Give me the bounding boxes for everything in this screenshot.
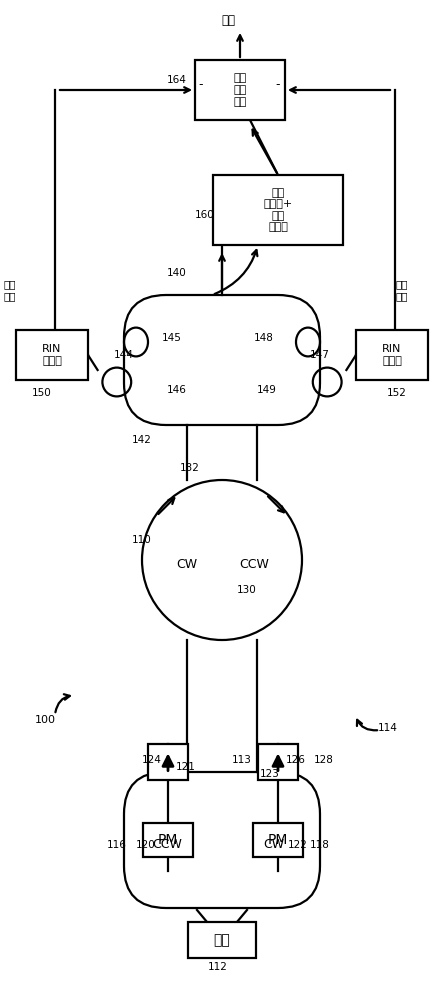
- Text: RIN
检测器: RIN 检测器: [382, 344, 402, 366]
- Text: 114: 114: [378, 723, 398, 733]
- Text: CW: CW: [263, 838, 285, 852]
- Text: 光源: 光源: [214, 933, 230, 947]
- Text: 146: 146: [167, 385, 187, 395]
- Text: 123: 123: [260, 769, 280, 779]
- Text: 160: 160: [195, 210, 215, 220]
- Text: 118: 118: [310, 840, 330, 850]
- Bar: [253, 823, 303, 857]
- Text: 144: 144: [114, 350, 134, 360]
- Text: 152: 152: [387, 388, 407, 398]
- Text: 122: 122: [288, 840, 308, 850]
- Text: 164: 164: [167, 75, 187, 85]
- Bar: [143, 823, 193, 857]
- Text: 128: 128: [314, 755, 334, 765]
- Bar: [148, 744, 188, 780]
- Text: CW: CW: [176, 558, 198, 572]
- Text: 频率
检测器+
强度
检测点: 频率 检测器+ 强度 检测点: [263, 188, 293, 232]
- Text: 112: 112: [208, 962, 228, 972]
- Text: 126: 126: [286, 755, 306, 765]
- Bar: [195, 60, 285, 120]
- Text: 113: 113: [232, 755, 252, 765]
- Text: CCW: CCW: [152, 838, 182, 852]
- Text: 130: 130: [237, 585, 257, 595]
- Text: 116: 116: [107, 840, 127, 850]
- Text: -: -: [275, 79, 280, 92]
- Text: 149: 149: [257, 385, 277, 395]
- Text: 强度
噪点: 强度 噪点: [395, 279, 408, 301]
- Text: 145: 145: [162, 333, 182, 343]
- Text: 120: 120: [136, 840, 156, 850]
- Text: RIN
检测器: RIN 检测器: [42, 344, 62, 366]
- Bar: [188, 922, 256, 958]
- Text: 132: 132: [180, 463, 200, 473]
- Text: 输出: 输出: [221, 13, 235, 26]
- Text: 148: 148: [254, 333, 274, 343]
- Text: 142: 142: [132, 435, 152, 445]
- Text: 100: 100: [35, 715, 56, 725]
- Text: PM: PM: [158, 833, 178, 847]
- Text: CCW: CCW: [239, 558, 269, 572]
- Text: -: -: [198, 79, 202, 92]
- Text: 140: 140: [167, 268, 187, 278]
- Bar: [258, 744, 298, 780]
- Text: 124: 124: [142, 755, 162, 765]
- Text: 强度
噪点: 强度 噪点: [3, 279, 16, 301]
- Bar: [16, 330, 88, 380]
- Text: 147: 147: [310, 350, 330, 360]
- Text: 频率
差计
算器: 频率 差计 算器: [234, 73, 246, 107]
- Bar: [213, 175, 343, 245]
- Text: PM: PM: [268, 833, 288, 847]
- Bar: [356, 330, 428, 380]
- Text: 150: 150: [32, 388, 52, 398]
- Text: 110: 110: [132, 535, 152, 545]
- Text: 121: 121: [176, 762, 196, 772]
